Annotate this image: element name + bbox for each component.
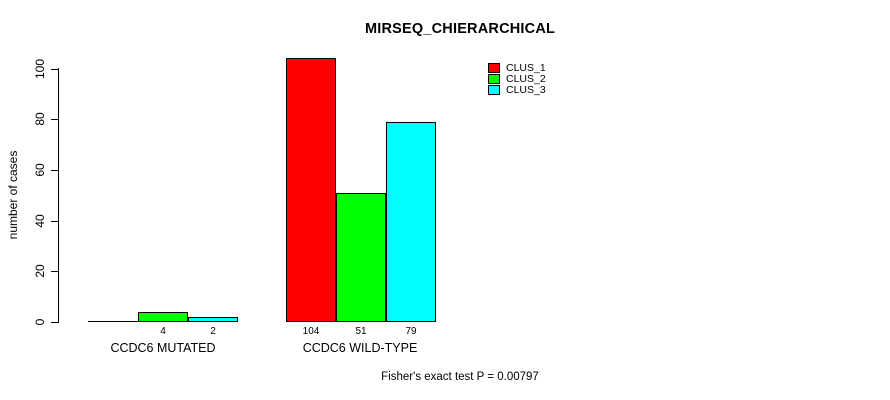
bar-clus_2-group1 bbox=[336, 193, 386, 322]
y-tick-label: 20 bbox=[33, 264, 47, 278]
legend-row-clus2: CLUS_2 bbox=[488, 74, 546, 84]
y-tick-label: 40 bbox=[33, 214, 47, 228]
bar-clus_2-group0 bbox=[138, 312, 188, 322]
legend-swatch-clus3 bbox=[488, 85, 500, 95]
y-tick-label: 60 bbox=[33, 163, 47, 177]
legend-label-clus1: CLUS_1 bbox=[506, 62, 546, 74]
bar-clus_1-group1 bbox=[286, 58, 336, 322]
bar-value-label: 51 bbox=[355, 326, 367, 337]
y-tick bbox=[51, 69, 58, 70]
y-tick bbox=[51, 322, 58, 323]
bar-value-label: 2 bbox=[210, 326, 216, 337]
legend-swatch-clus2 bbox=[488, 74, 500, 84]
y-axis-title: number of cases bbox=[6, 150, 20, 240]
bar-clus_3-group1 bbox=[386, 122, 436, 322]
bar-clus_3-group0 bbox=[188, 317, 238, 322]
annotation-fisher-test: Fisher's exact test P = 0.00797 bbox=[381, 371, 539, 383]
y-tick bbox=[51, 170, 58, 171]
bar-value-label: 79 bbox=[405, 326, 417, 337]
y-tick bbox=[51, 271, 58, 272]
legend-row-clus1: CLUS_1 bbox=[488, 63, 546, 73]
y-tick-label: 100 bbox=[33, 58, 47, 80]
x-category-label-mutated: CCDC6 MUTATED bbox=[110, 341, 216, 355]
legend-label-clus3: CLUS_3 bbox=[506, 84, 546, 96]
x-category-label-wildtype: CCDC6 WILD-TYPE bbox=[302, 341, 418, 355]
y-tick-label: 80 bbox=[33, 112, 47, 126]
legend: CLUS_1 CLUS_2 CLUS_3 bbox=[488, 63, 546, 96]
legend-swatch-clus1 bbox=[488, 63, 500, 73]
y-tick-label: 0 bbox=[33, 318, 47, 326]
y-tick bbox=[51, 221, 58, 222]
bar-value-label: 104 bbox=[302, 326, 320, 337]
bar-clus_1-group0 bbox=[88, 321, 138, 322]
bar-value-label: 4 bbox=[160, 326, 166, 337]
y-axis-line bbox=[58, 68, 59, 323]
legend-row-clus3: CLUS_3 bbox=[488, 85, 546, 95]
legend-label-clus2: CLUS_2 bbox=[506, 73, 546, 85]
chart-title: MIRSEQ_CHIERARCHICAL bbox=[364, 21, 556, 37]
y-tick bbox=[51, 119, 58, 120]
